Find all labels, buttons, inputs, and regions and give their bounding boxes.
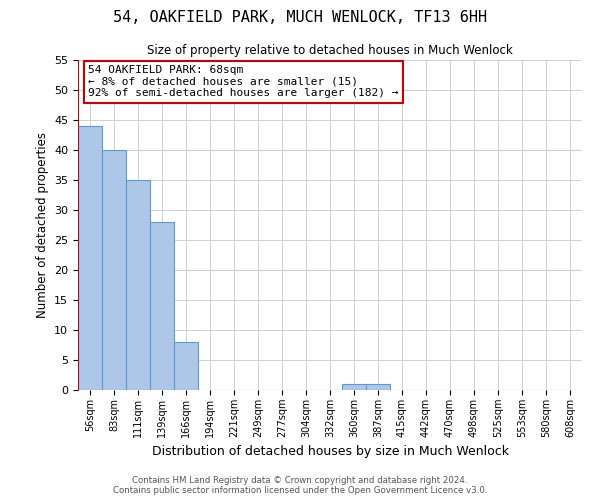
Bar — [150, 222, 174, 390]
Bar — [342, 384, 366, 390]
Bar — [78, 126, 102, 390]
Bar — [126, 180, 150, 390]
Text: Contains HM Land Registry data © Crown copyright and database right 2024.
Contai: Contains HM Land Registry data © Crown c… — [113, 476, 487, 495]
Bar — [366, 384, 390, 390]
Text: 54 OAKFIELD PARK: 68sqm
← 8% of detached houses are smaller (15)
92% of semi-det: 54 OAKFIELD PARK: 68sqm ← 8% of detached… — [88, 65, 398, 98]
Bar — [102, 150, 126, 390]
Text: 54, OAKFIELD PARK, MUCH WENLOCK, TF13 6HH: 54, OAKFIELD PARK, MUCH WENLOCK, TF13 6H… — [113, 10, 487, 25]
Title: Size of property relative to detached houses in Much Wenlock: Size of property relative to detached ho… — [147, 44, 513, 58]
Bar — [174, 342, 198, 390]
X-axis label: Distribution of detached houses by size in Much Wenlock: Distribution of detached houses by size … — [151, 446, 509, 458]
Y-axis label: Number of detached properties: Number of detached properties — [35, 132, 49, 318]
